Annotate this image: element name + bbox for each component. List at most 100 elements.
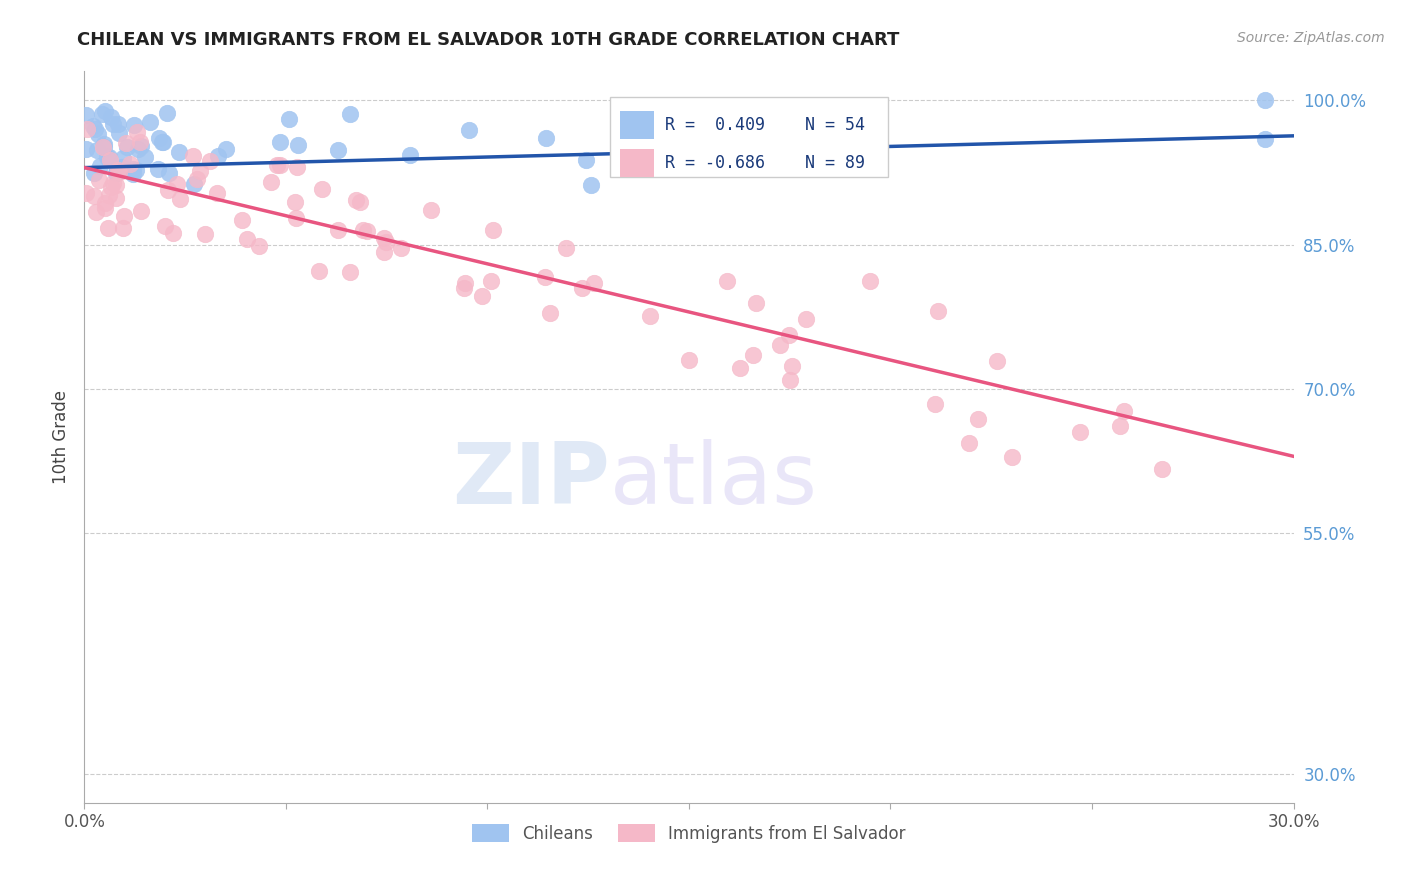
Point xyxy=(75,186,97,200)
Point xyxy=(93,103,115,118)
Point xyxy=(352,223,374,237)
Point xyxy=(339,265,361,279)
Point xyxy=(139,115,162,129)
Point xyxy=(97,220,120,235)
Point xyxy=(1254,132,1277,146)
Point xyxy=(134,150,156,164)
Point xyxy=(356,224,378,238)
Point xyxy=(198,154,221,169)
Point xyxy=(1069,425,1091,439)
Point xyxy=(247,239,270,253)
Point xyxy=(121,167,143,181)
Point xyxy=(93,137,115,152)
Point xyxy=(284,194,307,209)
Point xyxy=(779,373,801,387)
Point xyxy=(122,119,145,133)
Point xyxy=(630,149,652,163)
Point xyxy=(538,306,561,320)
Point xyxy=(285,161,308,175)
Point xyxy=(215,142,238,156)
Point xyxy=(101,117,124,131)
Point xyxy=(153,219,176,234)
Point xyxy=(534,269,557,284)
Point xyxy=(957,436,980,450)
Point xyxy=(91,139,114,153)
Point xyxy=(638,310,661,324)
Point xyxy=(924,397,946,411)
Point xyxy=(97,187,120,202)
Point xyxy=(112,221,135,235)
Point xyxy=(162,227,184,241)
Point xyxy=(94,195,117,210)
Point xyxy=(344,193,367,207)
Point xyxy=(156,184,179,198)
Point xyxy=(231,212,253,227)
Point xyxy=(1001,450,1024,464)
Point xyxy=(471,289,494,303)
Point xyxy=(152,135,174,149)
Point xyxy=(419,202,441,217)
Point xyxy=(129,203,152,218)
Point xyxy=(326,223,349,237)
Point xyxy=(75,107,97,121)
Point xyxy=(105,163,128,178)
Point xyxy=(103,176,125,190)
Point xyxy=(986,353,1008,368)
Point xyxy=(120,157,142,171)
Bar xyxy=(620,149,654,177)
Point xyxy=(115,136,138,150)
Point xyxy=(127,142,149,156)
Point xyxy=(128,135,150,149)
Text: R = -0.686    N = 89: R = -0.686 N = 89 xyxy=(665,154,865,172)
Point xyxy=(207,186,229,200)
Point xyxy=(98,150,121,164)
Point xyxy=(287,137,309,152)
Point xyxy=(575,153,598,168)
Point xyxy=(183,177,205,191)
Point xyxy=(326,144,349,158)
Point xyxy=(86,144,108,158)
Point xyxy=(579,178,602,193)
Point xyxy=(389,241,412,255)
Point xyxy=(454,276,477,290)
Point xyxy=(186,171,208,186)
Point xyxy=(111,151,134,165)
Point xyxy=(166,177,188,191)
Point xyxy=(1114,404,1136,418)
Point xyxy=(1254,93,1277,107)
Point xyxy=(479,274,502,288)
Point xyxy=(82,120,104,134)
Point xyxy=(146,161,169,176)
Point xyxy=(582,276,605,290)
Point xyxy=(83,165,105,179)
Point xyxy=(157,166,180,180)
Point xyxy=(794,312,817,326)
Point xyxy=(1152,461,1174,475)
Point xyxy=(115,140,138,154)
Point xyxy=(1109,419,1132,434)
Point xyxy=(122,161,145,176)
Point xyxy=(780,359,803,374)
Point xyxy=(554,242,576,256)
Text: ZIP: ZIP xyxy=(453,440,610,523)
Point xyxy=(91,107,114,121)
Point xyxy=(966,412,988,426)
Point xyxy=(716,274,738,288)
Point xyxy=(285,211,308,225)
Point xyxy=(373,244,395,259)
Point xyxy=(89,159,111,173)
Point xyxy=(156,105,179,120)
Point xyxy=(269,158,291,172)
Point xyxy=(260,175,283,189)
Bar xyxy=(620,112,654,139)
Point xyxy=(89,172,111,186)
Point xyxy=(100,110,122,124)
Text: Source: ZipAtlas.com: Source: ZipAtlas.com xyxy=(1237,31,1385,45)
Point xyxy=(94,201,117,215)
Point xyxy=(75,142,97,156)
Point xyxy=(84,121,107,136)
Point xyxy=(728,361,751,376)
Point xyxy=(744,295,766,310)
Point xyxy=(76,122,98,136)
Point xyxy=(100,179,122,194)
